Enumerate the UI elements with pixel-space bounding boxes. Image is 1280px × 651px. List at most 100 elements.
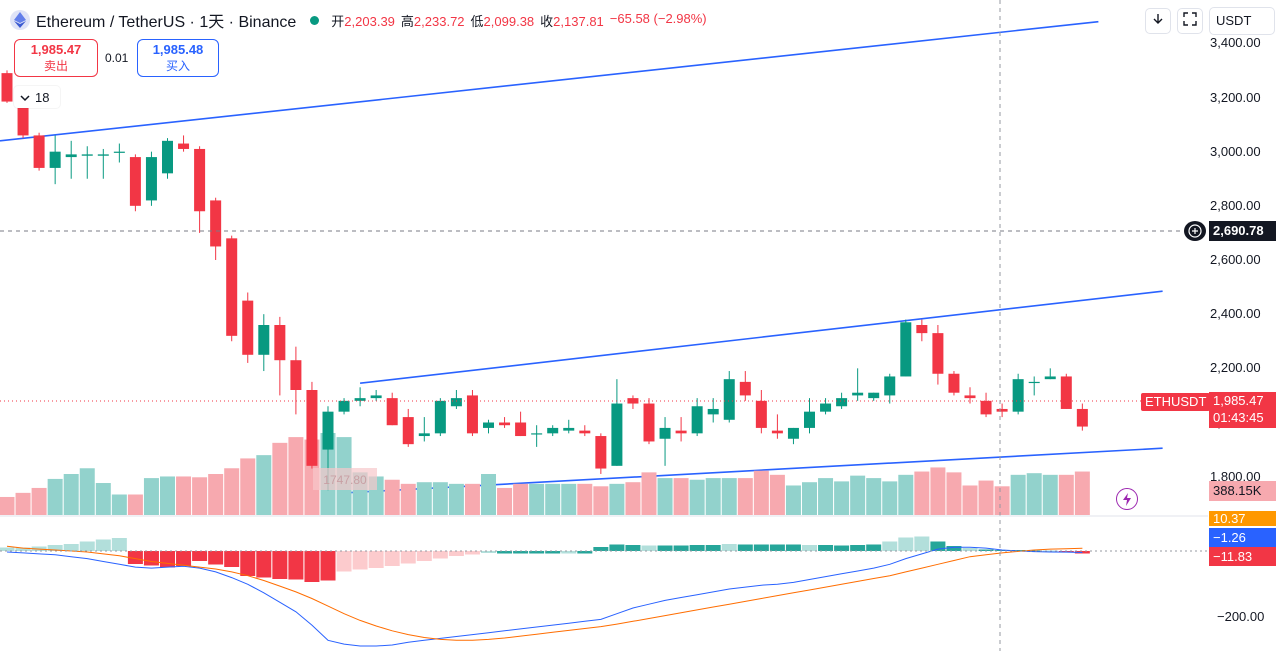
volume-bar bbox=[176, 476, 192, 515]
candle bbox=[145, 151, 157, 206]
candle bbox=[787, 427, 799, 445]
buy-button[interactable]: 1,985.48 买入 bbox=[137, 39, 219, 77]
candle bbox=[466, 390, 478, 437]
macd-histogram-bar bbox=[240, 551, 256, 576]
candle-body bbox=[210, 200, 222, 247]
macd-histogram-bar bbox=[962, 548, 978, 551]
buy-label: 买入 bbox=[165, 59, 190, 73]
macd-histogram-bar bbox=[63, 544, 79, 551]
candle-body bbox=[402, 417, 414, 445]
currency-selector[interactable]: USDT bbox=[1209, 7, 1275, 35]
sell-price: 1,985.47 bbox=[30, 42, 82, 57]
symbol-title[interactable]: Ethereum / TetherUS · 1天 · Binance bbox=[36, 14, 297, 31]
volume-bar bbox=[0, 496, 15, 515]
candle-body bbox=[723, 379, 735, 420]
macd-histogram-bar bbox=[657, 545, 673, 551]
candle bbox=[81, 146, 93, 179]
candle bbox=[771, 414, 783, 439]
volume-bar bbox=[400, 483, 416, 515]
macd-histogram-bar bbox=[914, 536, 930, 551]
volume-bar bbox=[866, 478, 882, 515]
macd-histogram-bar bbox=[15, 547, 31, 551]
candle bbox=[675, 417, 687, 442]
volume-bar bbox=[47, 478, 63, 515]
candle-body bbox=[97, 154, 109, 156]
candle bbox=[97, 148, 109, 179]
candle bbox=[868, 392, 880, 401]
candle-body bbox=[531, 433, 543, 435]
macd-histogram-bar bbox=[368, 551, 384, 568]
volume-bar bbox=[769, 474, 785, 515]
volume-bar bbox=[1010, 474, 1026, 515]
candle bbox=[1060, 373, 1072, 409]
sell-button[interactable]: 1,985.47 卖出 bbox=[14, 39, 98, 77]
candle bbox=[499, 417, 511, 428]
candle bbox=[563, 419, 575, 434]
candle-body bbox=[178, 143, 190, 149]
volume-bar bbox=[625, 482, 641, 515]
candle-body bbox=[386, 398, 398, 426]
candle bbox=[836, 392, 848, 409]
macd-histogram-bar bbox=[224, 551, 240, 567]
volume-bar bbox=[834, 481, 850, 515]
volume-bar bbox=[497, 487, 513, 515]
alert-bolt-icon[interactable] bbox=[1116, 488, 1138, 510]
macd-histogram-bar bbox=[898, 537, 914, 551]
chevron-down-icon bbox=[20, 90, 30, 105]
macd-histogram-bar bbox=[79, 541, 95, 551]
candle-body bbox=[81, 154, 93, 156]
collapse-indicators-button[interactable]: 18 bbox=[14, 86, 60, 108]
volume-bar bbox=[962, 485, 978, 515]
volume-bar bbox=[946, 472, 962, 515]
order-quantity[interactable]: 0.01 bbox=[105, 51, 129, 65]
volume-bar bbox=[529, 483, 545, 515]
candle bbox=[129, 154, 141, 212]
indicator-count: 18 bbox=[35, 89, 50, 105]
volume-bar bbox=[208, 474, 224, 515]
crosshair-plus-icon[interactable] bbox=[1184, 221, 1206, 241]
trendlines bbox=[0, 20, 1163, 494]
candle bbox=[627, 395, 639, 409]
volume-bar bbox=[143, 478, 159, 515]
macd-histogram-bar bbox=[753, 544, 769, 551]
candle bbox=[916, 319, 928, 342]
candle bbox=[691, 398, 703, 437]
candle bbox=[595, 433, 607, 474]
candle-body bbox=[675, 430, 687, 434]
volume-bar bbox=[785, 485, 801, 515]
macd-histogram-bar bbox=[946, 546, 962, 551]
volume-bar bbox=[481, 474, 496, 515]
candle bbox=[707, 398, 719, 423]
macd-histogram-bar bbox=[176, 551, 192, 566]
macd-histogram-bar bbox=[705, 545, 721, 551]
volume-bar bbox=[1074, 471, 1090, 515]
candle bbox=[418, 417, 430, 442]
candle bbox=[483, 419, 494, 434]
last-price: 1,985.47 bbox=[1213, 393, 1264, 408]
macd-histogram-bar bbox=[818, 545, 834, 551]
last-price-tag: 1,985.47 01:43:45 bbox=[1209, 392, 1276, 428]
macd-histogram-tag: −11.83 bbox=[1209, 547, 1276, 566]
candle bbox=[932, 325, 944, 385]
candle bbox=[194, 146, 206, 233]
macd-histogram-bar bbox=[769, 544, 785, 551]
candle bbox=[1028, 376, 1040, 396]
candle bbox=[370, 390, 382, 401]
volume-bar bbox=[673, 478, 689, 515]
macd-histogram-bar bbox=[866, 544, 882, 551]
macd-histogram-bar bbox=[609, 544, 625, 551]
candle bbox=[386, 392, 398, 426]
price-axis-tick: 3,200.00 bbox=[1210, 89, 1261, 105]
volume-bar bbox=[192, 477, 208, 515]
open-label: 开 bbox=[331, 13, 345, 29]
ohlc-values: 开2,203.39 高2,233.72 低2,099.38 收2,137.81 … bbox=[331, 11, 706, 30]
volume-bar bbox=[240, 458, 256, 515]
candle bbox=[226, 235, 238, 342]
candle bbox=[659, 417, 671, 466]
scroll-to-latest-button[interactable] bbox=[1145, 8, 1171, 34]
low-marker-label: 1747.80 bbox=[323, 473, 367, 487]
macd-signal-line bbox=[6, 545, 1083, 641]
candle-body bbox=[129, 157, 141, 206]
fullscreen-button[interactable] bbox=[1177, 8, 1203, 34]
